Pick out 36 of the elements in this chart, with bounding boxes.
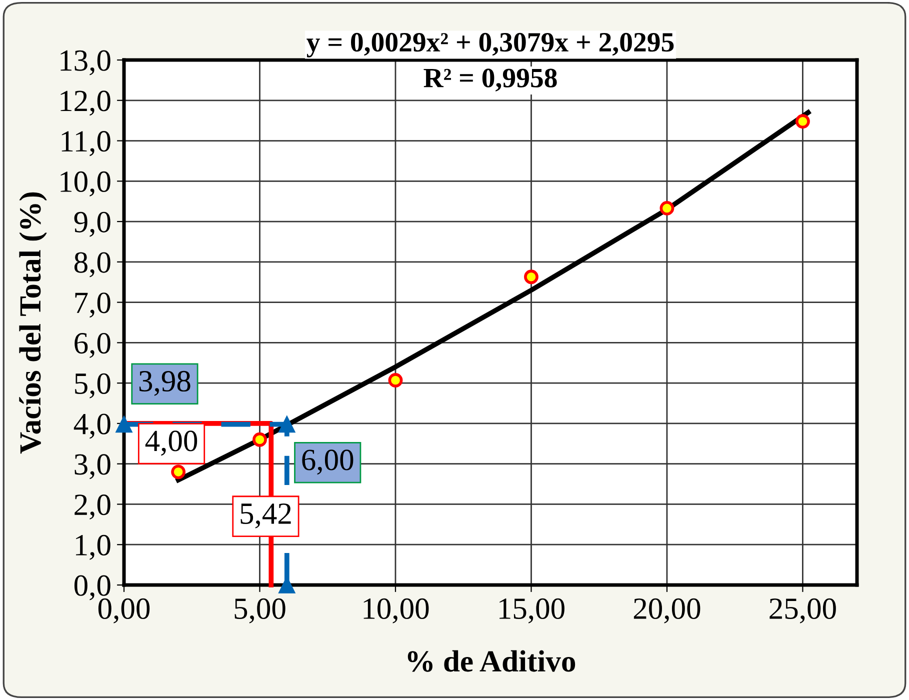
y-tick-label: 5,0: [75, 373, 110, 398]
y-tick-label: 8,0: [74, 252, 110, 278]
point: [278, 416, 296, 433]
y-tick-label: 12,0: [60, 90, 110, 116]
y-tick-label: 11,0: [62, 131, 110, 156]
y-axis-title: Vacíos del Total (%): [19, 192, 47, 454]
point: [116, 416, 132, 433]
point: [524, 270, 538, 284]
x-tick-label: 25,00: [770, 598, 836, 624]
annotation: 3,98: [139, 370, 190, 396]
annotation: 6,00: [302, 450, 354, 475]
y-tick-label: 4,0: [74, 414, 110, 439]
x-axis-title: % de Aditivo: [408, 650, 576, 672]
y-tick-label: 3,0: [74, 454, 110, 480]
x-tick-label: 5,00: [234, 598, 286, 624]
y-tick-label: 6,0: [74, 332, 110, 358]
point: [171, 464, 186, 480]
annotation: 5,42: [240, 503, 291, 528]
x-tick-label: 0,00: [98, 598, 150, 624]
x-tick-label: 10,00: [364, 598, 429, 624]
y-tick-label: 13,0: [60, 50, 110, 76]
y-tick-label: 2,0: [74, 494, 110, 520]
text: y = 0,0029x² + 0,3079x + 2,0295: [306, 32, 674, 58]
point: [388, 373, 403, 388]
y-tick-label: 0,0: [74, 575, 110, 600]
point: [796, 114, 810, 129]
annotation: R² = 0,9958: [424, 68, 557, 92]
x-tick-label: 20,00: [634, 598, 700, 624]
y-tick-label: 10,0: [60, 171, 110, 196]
x-tick-label: 15,00: [500, 598, 564, 624]
point: [660, 201, 674, 216]
y-tick-label: 9,0: [74, 212, 110, 237]
annotation: 4,00: [145, 430, 198, 456]
y-tick-label: 7,0: [75, 292, 110, 318]
y-tick-label: 1,0: [76, 534, 110, 560]
point: [252, 432, 267, 447]
